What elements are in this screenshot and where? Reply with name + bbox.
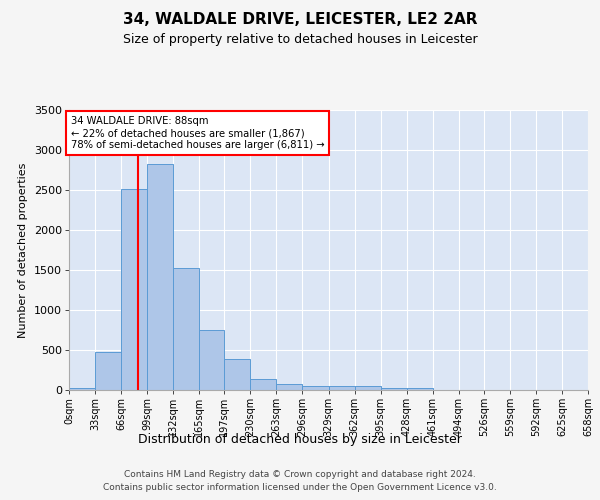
Text: Size of property relative to detached houses in Leicester: Size of property relative to detached ho… [122,32,478,46]
Bar [277,384,302,390]
Bar [302,386,329,390]
Bar [199,330,224,390]
Bar [250,379,277,390]
Bar [147,164,173,390]
Bar [380,388,407,390]
Bar [224,359,250,390]
Text: Contains public sector information licensed under the Open Government Licence v3: Contains public sector information licen… [103,482,497,492]
Bar [407,388,433,390]
Bar [95,352,121,390]
Bar [355,386,380,390]
Bar [173,268,199,390]
Bar [329,386,355,390]
Text: Contains HM Land Registry data © Crown copyright and database right 2024.: Contains HM Land Registry data © Crown c… [124,470,476,479]
Bar [121,189,147,390]
Y-axis label: Number of detached properties: Number of detached properties [19,162,28,338]
Text: Distribution of detached houses by size in Leicester: Distribution of detached houses by size … [138,432,462,446]
Text: 34, WALDALE DRIVE, LEICESTER, LE2 2AR: 34, WALDALE DRIVE, LEICESTER, LE2 2AR [123,12,477,28]
Text: 34 WALDALE DRIVE: 88sqm
← 22% of detached houses are smaller (1,867)
78% of semi: 34 WALDALE DRIVE: 88sqm ← 22% of detache… [71,116,324,150]
Bar [69,388,95,390]
